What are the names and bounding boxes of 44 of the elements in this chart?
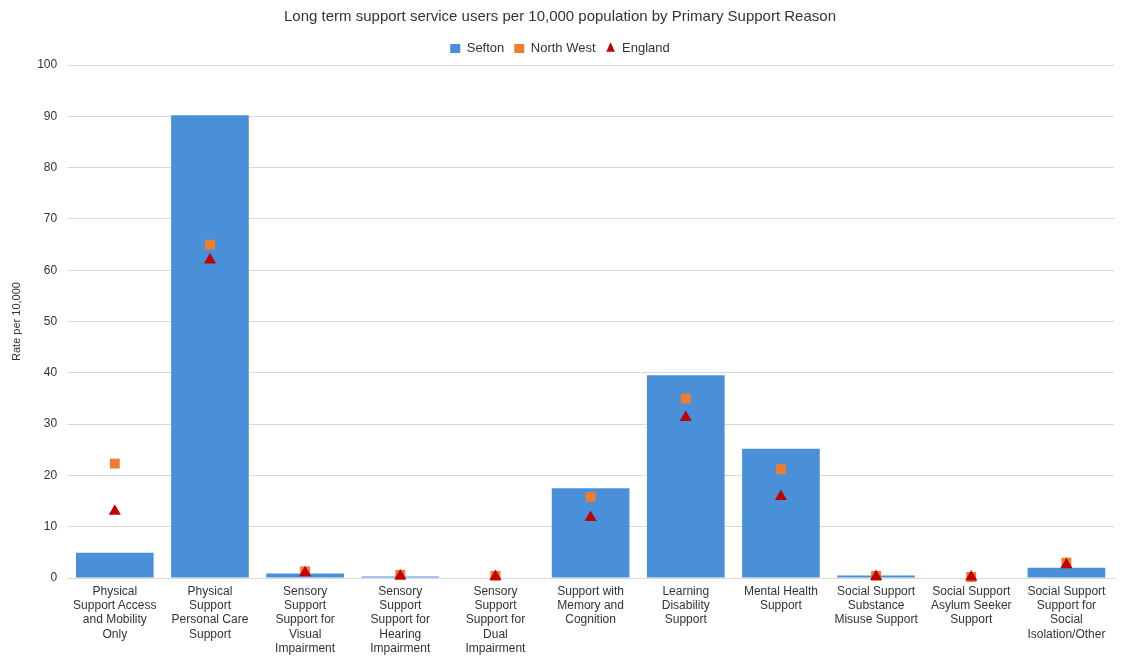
point xyxy=(584,510,597,521)
point xyxy=(203,252,217,264)
y-axis-title: Rate per 10,000 xyxy=(9,282,22,361)
x-tick-label: Physical Support Personal Care Support xyxy=(171,583,249,641)
y-tick-label: 10 xyxy=(43,519,58,534)
y-tick-label: 40 xyxy=(43,365,58,380)
y-tick-label: 20 xyxy=(43,467,58,482)
bar xyxy=(742,448,820,578)
bar xyxy=(266,573,344,578)
chart-title: Long term support service users per 10,000 population by Primary Support Reason xyxy=(284,7,836,25)
y-tick-label: 0 xyxy=(50,570,58,585)
y-tick-label: 100 xyxy=(37,57,58,72)
x-tick-label: Learning Disability Support xyxy=(661,583,710,627)
bar xyxy=(551,488,630,578)
y-tick-label: 60 xyxy=(43,262,58,277)
point xyxy=(774,489,787,500)
point xyxy=(679,410,692,421)
point xyxy=(108,504,121,515)
bar xyxy=(646,375,725,578)
legend-label: North West xyxy=(530,40,596,56)
y-tick-label: 30 xyxy=(43,416,58,431)
point xyxy=(109,458,120,469)
x-tick-label: Support with Memory and Cognition xyxy=(557,583,624,627)
x-tick-label: Social Support Support for Social Isolation/Other xyxy=(1027,583,1107,641)
point xyxy=(585,492,596,502)
point xyxy=(775,464,786,475)
x-tick-label: Sensory Support Support for Visual Impairment xyxy=(275,583,336,656)
point xyxy=(205,239,215,250)
x-tick-label: Sensory Support Support for Dual Impairment xyxy=(465,583,527,656)
bar xyxy=(171,115,249,578)
y-tick-label: 70 xyxy=(43,211,58,226)
x-tick-label: Physical Support Access and Mobility Only xyxy=(73,583,157,641)
y-tick-label: 80 xyxy=(43,159,58,174)
x-tick-label: Mental Health Support xyxy=(743,583,818,612)
x-tick-label: Social Support Substance Misuse Support xyxy=(834,583,919,627)
legend-label: Sefton xyxy=(466,40,505,56)
point xyxy=(680,393,691,404)
x-tick-label: Social Support Asylum Seeker Support xyxy=(930,583,1012,627)
legend-label: England xyxy=(622,40,670,56)
y-tick-label: 90 xyxy=(43,108,58,123)
y-tick-label: 50 xyxy=(43,313,58,328)
bar xyxy=(1027,567,1106,578)
x-tick-label: Sensory Support Support for Hearing Impairment xyxy=(370,583,431,656)
bar xyxy=(75,552,154,578)
